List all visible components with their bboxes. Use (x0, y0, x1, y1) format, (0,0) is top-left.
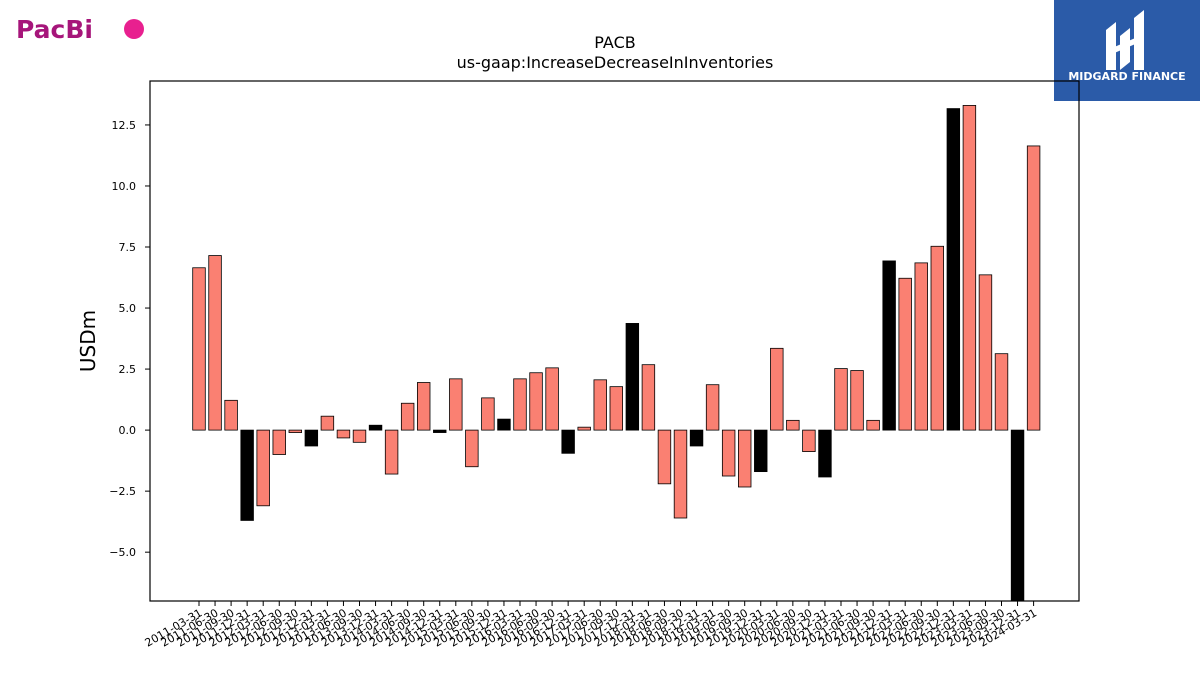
bar-2013-06-30 (336, 429, 351, 439)
y-tick-label: 0.0 (119, 424, 137, 437)
bar-2018-12-31 (689, 429, 704, 447)
bar-2022-09-30 (930, 245, 945, 431)
bar-2018-06-30 (657, 429, 672, 485)
bar-2016-03-31 (513, 378, 527, 431)
bar-2023-06-30 (978, 274, 993, 431)
y-tick-label: 12.5 (112, 119, 137, 132)
bar-2013-09-30 (352, 429, 367, 443)
bar-2015-06-30 (465, 429, 479, 468)
x-axis-ticks: 2011-03-312011-06-302011-09-302011-12-31… (143, 601, 1039, 650)
midgard-emblem-icon (1106, 10, 1144, 70)
bar-2011-12-31 (240, 429, 254, 521)
bar-2023-09-30 (994, 353, 1009, 431)
bar-2021-12-31 (882, 260, 896, 431)
bar-2013-12-31 (368, 424, 383, 431)
plot-frame (149, 80, 1080, 602)
bar-2014-12-31 (433, 429, 447, 433)
bar-2017-12-31 (625, 323, 640, 431)
y-axis-ticks: −5.0 −2.5 0.0 2.5 5.0 7.5 10.0 12.5 (109, 119, 150, 559)
pacbio-logo: PacBi (16, 15, 144, 44)
bar-2019-03-31 (705, 384, 720, 431)
bar-2011-09-30 (224, 399, 238, 431)
y-tick-label: 5.0 (119, 302, 137, 315)
bar-2018-03-31 (641, 364, 656, 431)
y-tick-label: 7.5 (119, 241, 137, 254)
bar-2019-12-31 (754, 429, 768, 473)
bar-2011-03-31 (192, 267, 206, 431)
chart-subtitle: us-gaap:IncreaseDecreaseInInventories (457, 53, 774, 72)
bar-2020-03-31 (770, 347, 784, 431)
bar-2021-06-30 (850, 370, 864, 431)
bar-2022-03-31 (898, 277, 912, 431)
y-tick-label: −5.0 (109, 546, 136, 559)
bar-2017-09-30 (609, 386, 624, 431)
bar-2011-06-30 (208, 255, 222, 431)
bar-2015-12-31 (497, 418, 511, 431)
bar-2016-06-30 (529, 372, 543, 431)
pacbio-logo-text: PacBi (16, 15, 93, 44)
bar-2015-09-30 (481, 397, 495, 431)
bar-2024-03-31 (1026, 145, 1041, 431)
bar-2016-09-30 (545, 367, 559, 431)
midgard-logo-text: MIDGARD FINANCE (1068, 70, 1185, 83)
bar-2021-09-30 (866, 419, 880, 431)
bars-group (192, 105, 1041, 602)
y-tick-label: 10.0 (112, 180, 137, 193)
chart-title: PACB (594, 33, 635, 52)
bar-2014-03-31 (384, 429, 399, 475)
y-axis-label: USDm (76, 310, 100, 372)
bar-2015-03-31 (449, 378, 463, 431)
bar-2012-03-31 (256, 429, 270, 507)
bar-2020-09-30 (802, 429, 816, 452)
bar-2014-09-30 (416, 382, 431, 431)
bar-2017-03-31 (577, 426, 591, 431)
bar-2012-12-31 (304, 429, 319, 447)
bar-2017-06-30 (593, 379, 607, 431)
pacbio-logo-dot (124, 19, 144, 39)
bar-2022-12-31 (946, 108, 961, 431)
bar-2013-03-31 (320, 415, 335, 431)
bar-2021-03-31 (834, 368, 848, 431)
bar-2022-06-30 (914, 262, 928, 431)
y-tick-label: −2.5 (109, 485, 136, 498)
y-tick-label: 2.5 (119, 363, 137, 376)
bar-2012-09-30 (288, 429, 303, 433)
bar-2018-09-30 (673, 429, 688, 519)
bar-2019-09-30 (738, 429, 752, 488)
bar-2019-06-30 (721, 429, 736, 477)
bar-2016-12-31 (561, 429, 575, 454)
bar-2023-12-31 (1010, 429, 1025, 602)
bar-2012-06-30 (272, 429, 286, 455)
midgard-finance-logo: MIDGARD FINANCE (1054, 0, 1200, 101)
bar-2020-06-30 (786, 419, 800, 431)
bar-2014-06-30 (400, 402, 415, 431)
bar-2020-12-31 (818, 429, 832, 478)
bar-2023-03-31 (962, 105, 977, 431)
